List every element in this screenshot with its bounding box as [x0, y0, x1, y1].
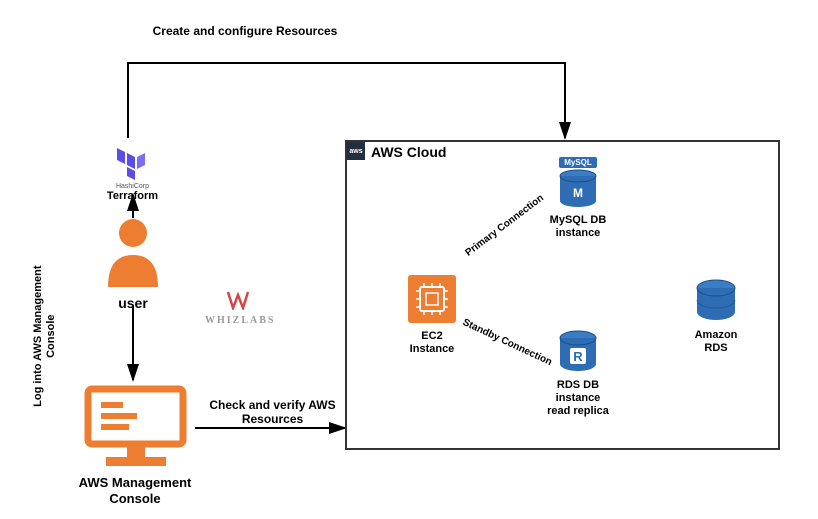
edge-label-login: Log into AWS Management Console: [32, 256, 58, 416]
rds-replica-icon: R RDS DB instance read replica: [548, 330, 608, 419]
edge-terraform-to-cloud: [128, 63, 565, 138]
edge-label-check: Check and verify AWS Resources: [195, 398, 350, 427]
console-icon: AWS Management Console: [75, 385, 195, 506]
whizlabs-watermark: WHIZLABS: [205, 290, 275, 326]
amazon-rds-icon: Amazon RDS: [686, 278, 746, 355]
svg-text:M: M: [573, 186, 583, 200]
user-icon: user: [98, 215, 168, 312]
mysql-icon: MySQL M MySQL DB instance: [548, 157, 608, 240]
edge-label-create: Create and configure Resources: [145, 24, 345, 38]
svg-text:R: R: [573, 349, 583, 364]
terraform-icon: HashiCorp Terraform: [105, 140, 160, 203]
aws-badge-icon: aws: [347, 142, 365, 160]
aws-cloud-title: AWS Cloud: [371, 144, 446, 161]
